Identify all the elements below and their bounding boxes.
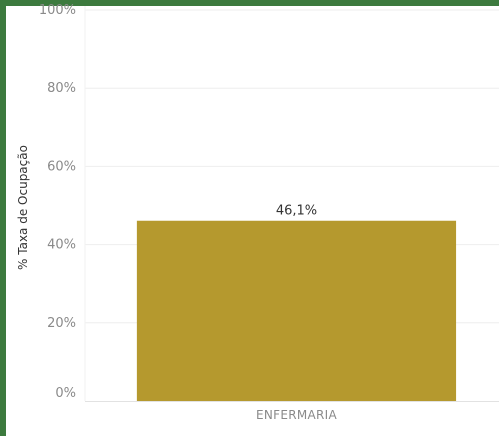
y-axis-title: % Taxa de Ocupação (16, 145, 30, 270)
bar-enfermaria (136, 220, 457, 401)
y-tick-label: 100% (39, 3, 76, 18)
y-tick-labels: 0% 20% 40% 60% 80% 100% (39, 3, 76, 401)
data-label: 46,1% (276, 204, 317, 219)
frame-top-border (0, 0, 499, 6)
y-tick-label: 60% (47, 159, 76, 174)
category-labels: ENFERMARIA (256, 408, 338, 422)
y-tick-label: 0% (55, 386, 76, 401)
frame-left-border (0, 0, 6, 436)
y-tick-label: 40% (47, 238, 76, 253)
bars (136, 220, 457, 401)
y-tick-label: 80% (47, 81, 76, 96)
x-category-label: ENFERMARIA (256, 408, 338, 422)
data-labels: 46,1% (276, 204, 317, 219)
y-tick-label: 20% (47, 316, 76, 331)
